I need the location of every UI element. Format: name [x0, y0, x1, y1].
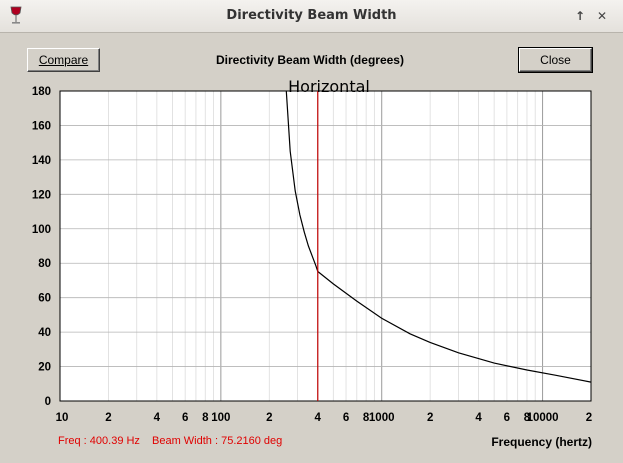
frequency-readout: Freq : 400.39 Hz: [58, 435, 140, 447]
x-axis-label: Frequency (hertz): [491, 435, 592, 449]
x-tick-label: 2: [586, 412, 592, 424]
y-tick-label: 40: [38, 327, 51, 339]
y-tick-label: 140: [32, 155, 51, 167]
x-tick-label: 2: [427, 412, 433, 424]
x-tick-label: 10: [56, 412, 69, 424]
beam-width-readout: Beam Width : 75.2160 deg: [152, 435, 282, 447]
x-tick-label: 10000: [527, 412, 559, 424]
x-tick-label: 2: [266, 412, 272, 424]
y-tick-labels: 0 20 40 60 80 100 120 140 160 180: [32, 86, 51, 408]
chart-subtitle: Horizontal: [288, 77, 370, 96]
y-tick-label: 120: [32, 189, 51, 201]
x-tick-label: 4: [475, 412, 482, 424]
x-tick-label: 6: [182, 412, 188, 424]
x-tick-label: 4: [315, 412, 322, 424]
plot-area: [60, 91, 591, 401]
y-tick-label: 0: [45, 396, 51, 408]
x-tick-label: 6: [343, 412, 349, 424]
x-tick-label: 8: [202, 412, 209, 424]
y-tick-label: 60: [38, 293, 51, 305]
x-tick-label: 4: [154, 412, 161, 424]
y-tick-label: 180: [32, 86, 51, 98]
y-tick-label: 160: [32, 120, 51, 132]
y-tick-label: 20: [38, 362, 51, 374]
x-tick-label: 1000: [369, 412, 395, 424]
x-tick-label: 6: [504, 412, 510, 424]
y-tick-label: 100: [32, 224, 51, 236]
x-tick-label: 100: [211, 412, 230, 424]
x-tick-label: 2: [105, 412, 111, 424]
y-tick-label: 80: [38, 258, 51, 270]
